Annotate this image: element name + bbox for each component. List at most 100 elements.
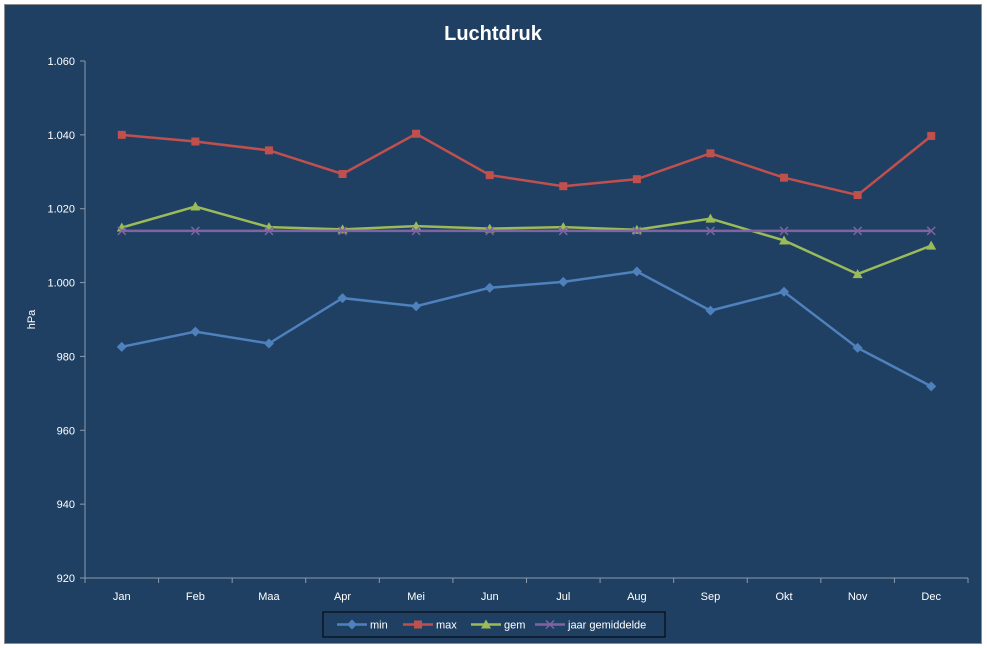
y-tick-label: 940 bbox=[57, 499, 75, 511]
series-line bbox=[121, 270, 932, 388]
data-point bbox=[631, 266, 642, 277]
data-point bbox=[411, 226, 421, 236]
data-point bbox=[559, 182, 568, 191]
marker-stroke bbox=[338, 226, 348, 236]
x-tick-label: Sep bbox=[701, 591, 721, 603]
x-tick-label: Jun bbox=[481, 591, 499, 603]
data-point bbox=[484, 282, 495, 293]
series-jaar-gemiddelde bbox=[117, 226, 936, 236]
data-point bbox=[632, 175, 641, 184]
legend-item: min bbox=[337, 619, 388, 632]
data-point bbox=[558, 276, 569, 287]
chart-area: Luchtdruk bbox=[4, 4, 982, 644]
legend-item: gem bbox=[471, 619, 525, 632]
series-gem bbox=[116, 201, 937, 279]
data-point bbox=[927, 131, 936, 140]
x-tick-label: Jan bbox=[113, 591, 131, 603]
data-point bbox=[264, 146, 273, 155]
legend-marker bbox=[347, 619, 357, 630]
y-tick-label: 1.060 bbox=[47, 56, 75, 68]
data-point bbox=[852, 269, 863, 279]
x-tick-label: Maa bbox=[258, 591, 280, 603]
legend: min max gem jaar gemiddelde bbox=[322, 611, 666, 638]
data-point bbox=[485, 226, 495, 236]
legend-marker bbox=[481, 619, 491, 629]
marker-stroke bbox=[485, 226, 495, 236]
chart-title: Luchtdruk bbox=[444, 23, 542, 45]
data-point bbox=[705, 226, 715, 236]
y-tick-label: 920 bbox=[57, 573, 75, 585]
x-tick-label: Dec bbox=[921, 591, 941, 603]
series-min bbox=[116, 266, 937, 392]
series-line bbox=[121, 205, 932, 276]
data-point bbox=[263, 338, 274, 349]
y-axis-title: hPa bbox=[26, 309, 38, 329]
data-point bbox=[190, 201, 201, 211]
data-point bbox=[338, 226, 348, 236]
data-point bbox=[705, 213, 716, 223]
x-tick-label: Aug bbox=[627, 591, 647, 603]
data-point bbox=[853, 191, 862, 200]
marker-stroke bbox=[558, 226, 568, 236]
series-line bbox=[121, 132, 932, 197]
marker-stroke bbox=[545, 619, 555, 630]
marker-stroke bbox=[853, 226, 863, 236]
y-tick-label: 980 bbox=[57, 351, 75, 363]
marker-stroke bbox=[411, 226, 421, 236]
data-point bbox=[558, 226, 568, 236]
data-point bbox=[853, 226, 863, 236]
legend-label: min bbox=[370, 620, 388, 632]
legend-marker bbox=[545, 619, 555, 630]
y-tick-label: 960 bbox=[57, 425, 75, 437]
legend-marker bbox=[414, 620, 422, 629]
data-point bbox=[926, 381, 937, 392]
y-tick-label: 1.040 bbox=[47, 130, 75, 142]
x-tick-label: Nov bbox=[848, 591, 868, 603]
legend-label: gem bbox=[504, 620, 525, 632]
data-point bbox=[852, 342, 863, 353]
data-point bbox=[117, 226, 127, 236]
data-point bbox=[116, 341, 127, 352]
data-point bbox=[485, 171, 494, 180]
marker-stroke bbox=[632, 226, 642, 236]
marker-stroke bbox=[926, 226, 936, 236]
legend-item: max bbox=[403, 620, 457, 632]
x-tick-label: Apr bbox=[334, 591, 351, 603]
data-point bbox=[779, 286, 790, 297]
data-point bbox=[264, 226, 274, 236]
marker-stroke bbox=[705, 226, 715, 236]
data-point bbox=[412, 129, 421, 138]
legend-item: jaar gemiddelde bbox=[535, 620, 646, 632]
data-point bbox=[338, 170, 347, 179]
data-point bbox=[705, 305, 716, 316]
x-tick-label: Jul bbox=[556, 591, 570, 603]
marker-stroke bbox=[779, 226, 789, 236]
series-lines bbox=[116, 129, 937, 392]
data-point bbox=[779, 226, 789, 236]
data-point bbox=[190, 326, 201, 337]
axes: 920 940 960 980 1.000 1.020 1.040 1.060 Jan Feb Ma… bbox=[26, 56, 969, 603]
y-tick-label: 1.000 bbox=[47, 278, 75, 290]
data-point bbox=[780, 173, 789, 182]
y-tick-label: 1.020 bbox=[47, 204, 75, 216]
data-point bbox=[411, 301, 422, 312]
data-point bbox=[191, 137, 200, 146]
data-point bbox=[706, 149, 715, 158]
data-point bbox=[190, 226, 200, 236]
series-max bbox=[117, 129, 936, 200]
legend-label: jaar gemiddelde bbox=[567, 620, 646, 632]
data-point bbox=[337, 293, 348, 304]
legend-label: max bbox=[436, 620, 457, 632]
data-point bbox=[926, 240, 937, 250]
data-point bbox=[926, 226, 936, 236]
marker-stroke bbox=[190, 226, 200, 236]
data-point bbox=[117, 130, 126, 139]
data-point bbox=[779, 235, 790, 245]
marker-stroke bbox=[264, 226, 274, 236]
data-point bbox=[632, 226, 642, 236]
x-tick-label: Okt bbox=[775, 591, 792, 603]
x-tick-label: Mei bbox=[407, 591, 425, 603]
x-tick-label: Feb bbox=[186, 591, 205, 603]
marker-stroke bbox=[117, 226, 127, 236]
